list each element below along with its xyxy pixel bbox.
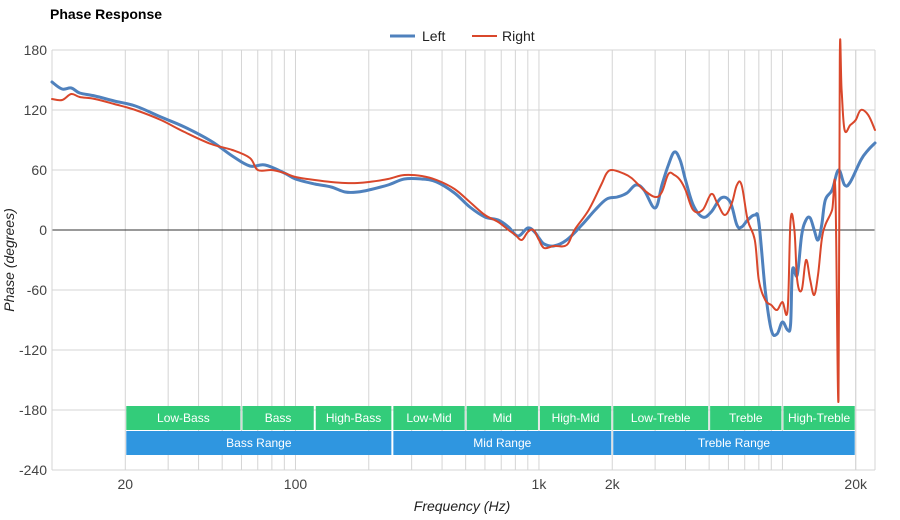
y-tick-label: 180 bbox=[24, 42, 48, 58]
band-mid-range bbox=[393, 431, 612, 455]
x-tick-label: 20 bbox=[118, 476, 134, 492]
band-mid bbox=[466, 406, 538, 430]
band-label: Low-Treble bbox=[631, 411, 691, 425]
band-label: High-Mid bbox=[552, 411, 600, 425]
band-high-treble bbox=[783, 406, 855, 430]
band-label: Bass Range bbox=[226, 436, 292, 450]
series-lines bbox=[50, 38, 877, 403]
x-tick-label: 100 bbox=[284, 476, 308, 492]
y-tick-label: -60 bbox=[27, 282, 47, 298]
y-axis-label: Phase (degrees) bbox=[1, 208, 17, 312]
band-low-bass bbox=[126, 406, 241, 430]
y-tick-label: -120 bbox=[19, 342, 47, 358]
band-low-mid bbox=[393, 406, 465, 430]
band-treble-range bbox=[613, 431, 855, 455]
band-label: Low-Mid bbox=[406, 411, 451, 425]
series-line-right bbox=[51, 38, 876, 403]
band-label: High-Treble bbox=[788, 411, 851, 425]
legend-label-left: Left bbox=[422, 28, 445, 44]
frequency-bands: Low-Bass Bass High-Bass Low-Mid Mid High-Mid L… bbox=[126, 406, 855, 455]
band-label: Treble bbox=[729, 411, 763, 425]
band-label: Mid bbox=[493, 411, 512, 425]
band-label: Mid Range bbox=[473, 436, 531, 450]
band-bass-range bbox=[126, 431, 392, 455]
x-tick-label: 2k bbox=[605, 476, 621, 492]
band-label: Bass bbox=[265, 411, 292, 425]
y-tick-label: 120 bbox=[24, 102, 48, 118]
band-low-treble bbox=[613, 406, 709, 430]
y-tick-label: -180 bbox=[19, 402, 47, 418]
x-axis-ticks: 20 100 1k 2k 20k bbox=[118, 476, 868, 492]
legend: Left Right bbox=[390, 28, 535, 44]
x-tick-label: 20k bbox=[844, 476, 868, 492]
chart-title: Phase Response bbox=[50, 6, 162, 22]
y-tick-label: 60 bbox=[31, 162, 47, 178]
band-high-mid bbox=[539, 406, 612, 430]
band-high-bass bbox=[315, 406, 392, 430]
y-tick-label: -240 bbox=[19, 462, 47, 478]
legend-label-right: Right bbox=[502, 28, 535, 44]
y-axis-ticks: 180 120 60 0 -60 -120 -180 -240 bbox=[19, 42, 47, 478]
x-axis-label: Frequency (Hz) bbox=[414, 498, 510, 514]
band-label: Treble Range bbox=[698, 436, 771, 450]
x-tick-label: 1k bbox=[532, 476, 548, 492]
band-label: Low-Bass bbox=[157, 411, 210, 425]
series-line-left bbox=[50, 80, 877, 337]
band-treble bbox=[710, 406, 782, 430]
band-bass bbox=[242, 406, 314, 430]
y-tick-label: 0 bbox=[39, 222, 47, 238]
band-label: High-Bass bbox=[326, 411, 381, 425]
